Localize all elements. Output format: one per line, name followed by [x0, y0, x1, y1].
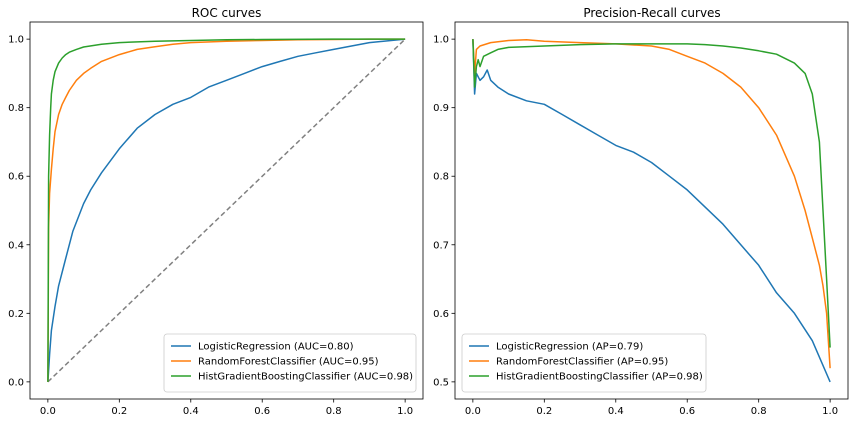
pr-panel: Precision-Recall curves 0.0 0.2 0.4 0.6 0.8 1… [433, 6, 849, 417]
pr-y-tick-label: 0.8 [433, 172, 449, 183]
roc-legend-label: RandomForestClassifier (AUC=0.95) [198, 357, 379, 368]
pr-y-tick-label: 1.0 [433, 35, 449, 46]
roc-series-1-line [47, 38, 406, 382]
roc-legend: LogisticRegression (AUC=0.80) RandomFores… [163, 333, 417, 393]
roc-y-tick-label: 0.6 [8, 172, 24, 183]
pr-x-tick-label: 1.0 [822, 406, 838, 417]
pr-y-tick-label: 0.5 [433, 377, 449, 388]
pr-y-tick-label: 0.7 [433, 240, 449, 251]
pr-series-0-line [472, 39, 831, 383]
roc-x-tick-label: 1.0 [397, 406, 413, 417]
roc-x-tick-label: 0.2 [111, 406, 127, 417]
pr-y-tick-label: 0.9 [433, 103, 449, 114]
roc-legend-box [163, 333, 417, 393]
roc-series-2-line [47, 38, 406, 382]
roc-legend-label: LogisticRegression (AUC=0.80) [198, 342, 354, 353]
roc-x-tick-label: 0.6 [254, 406, 270, 417]
roc-y-tick-label: 0.2 [8, 309, 24, 320]
pr-legend: LogisticRegression (AP=0.79) RandomForest… [461, 333, 707, 393]
roc-y-tick-label: 0.4 [8, 240, 24, 251]
pr-legend-label: RandomForestClassifier (AP=0.95) [496, 357, 668, 368]
pr-axes-frame [454, 21, 849, 400]
pr-x-tick-label: 0.0 [465, 406, 481, 417]
roc-x-tick-label: 0.4 [183, 406, 199, 417]
roc-legend-label: HistGradientBoostingClassifier (AUC=0.98… [198, 372, 413, 383]
roc-y-tick-label: 0.0 [8, 377, 24, 388]
roc-plot-area [47, 38, 406, 383]
pr-x-tick-label: 0.6 [679, 406, 695, 417]
pr-series-1-line [472, 39, 831, 369]
pr-y-tick-label: 0.6 [433, 309, 449, 320]
pr-series-2-line [472, 39, 831, 348]
roc-axes-frame [29, 21, 424, 400]
roc-x-ticks: 0.0 0.2 0.4 0.6 0.8 1.0 [40, 399, 413, 417]
roc-panel: ROC curves 0.0 0.2 0.4 0.6 0.8 1.0 0.00.20.40… [8, 6, 424, 417]
roc-y-tick-label: 0.8 [8, 103, 24, 114]
roc-title: ROC curves [192, 6, 262, 20]
pr-plot-area [472, 39, 831, 383]
pr-x-tick-label: 0.2 [536, 406, 552, 417]
pr-legend-label: HistGradientBoostingClassifier (AP=0.98) [496, 372, 703, 383]
pr-x-tick-label: 0.8 [751, 406, 767, 417]
roc-chance-line [47, 38, 406, 383]
pr-legend-box [461, 333, 707, 393]
pr-y-ticks: 0.5 0.6 0.7 0.8 0.9 1.0 [433, 35, 455, 388]
roc-y-tick-label: 1.0 [8, 35, 24, 46]
roc-x-tick-label: 0.0 [40, 406, 56, 417]
pr-legend-label: LogisticRegression (AP=0.79) [496, 342, 643, 353]
roc-y-ticks: 0.0 0.2 0.4 0.6 0.8 1.0 [8, 35, 30, 388]
roc-series-0-line [47, 38, 406, 382]
pr-title: Precision-Recall curves [583, 6, 720, 20]
roc-x-tick-label: 0.8 [326, 406, 342, 417]
pr-x-ticks: 0.0 0.2 0.4 0.6 0.8 1.0 [465, 399, 838, 417]
pr-x-tick-label: 0.4 [608, 406, 624, 417]
